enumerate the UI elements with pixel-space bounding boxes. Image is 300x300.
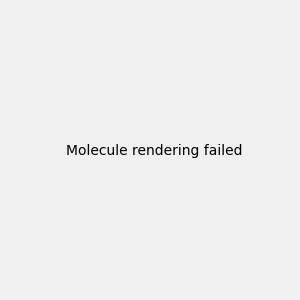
- Text: Molecule rendering failed: Molecule rendering failed: [65, 145, 242, 158]
